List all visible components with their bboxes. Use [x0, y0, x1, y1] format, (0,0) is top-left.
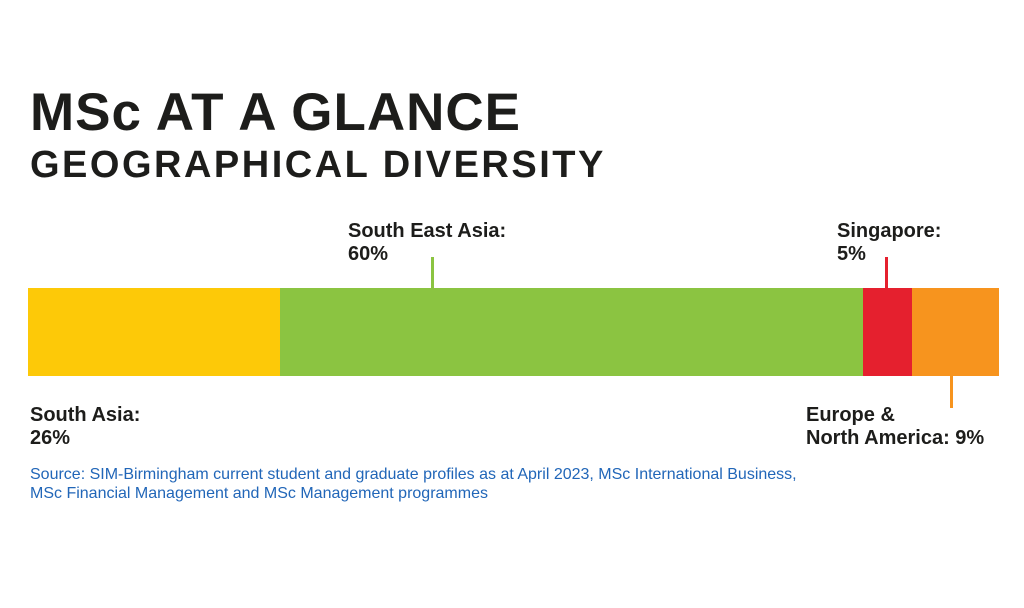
label-europe-north-america: Europe & North America: 9%: [806, 404, 984, 450]
label-south-east-asia-value: 60%: [348, 243, 389, 265]
stacked-bar: [28, 288, 999, 376]
label-south-east-asia: South East Asia: 60%: [348, 220, 506, 266]
connector-singapore: [885, 257, 888, 288]
label-singapore-name: Singapore:: [837, 220, 942, 242]
label-europe-north-america-value: North America: 9%: [806, 427, 985, 449]
connector-europe-north-america: [950, 376, 953, 408]
label-south-east-asia-name: South East Asia:: [348, 220, 507, 242]
source-note-line-2: MSc Financial Management and MSc Managem…: [30, 485, 488, 502]
label-south-asia-value: 26%: [30, 427, 71, 449]
label-south-asia: South Asia: 26%: [30, 404, 140, 450]
label-singapore-value: 5%: [837, 243, 866, 265]
bar-segment-europe-north-america: [911, 288, 999, 376]
connector-south-east-asia: [431, 257, 434, 288]
label-europe-north-america-name: Europe &: [806, 404, 895, 426]
bar-segment-south-east-asia: [280, 288, 864, 376]
label-south-asia-name: South Asia:: [30, 404, 141, 426]
bar-segment-south-asia: [28, 288, 281, 376]
label-singapore: Singapore: 5%: [837, 220, 941, 266]
bar-segment-singapore: [863, 288, 912, 376]
source-note: Source: SIM-Birmingham current student a…: [30, 465, 797, 503]
page-subtitle: GEOGRAPHICAL DIVERSITY: [30, 144, 606, 186]
page-title: MSc AT A GLANCE: [30, 83, 522, 142]
source-note-line-1: Source: SIM-Birmingham current student a…: [30, 466, 797, 483]
